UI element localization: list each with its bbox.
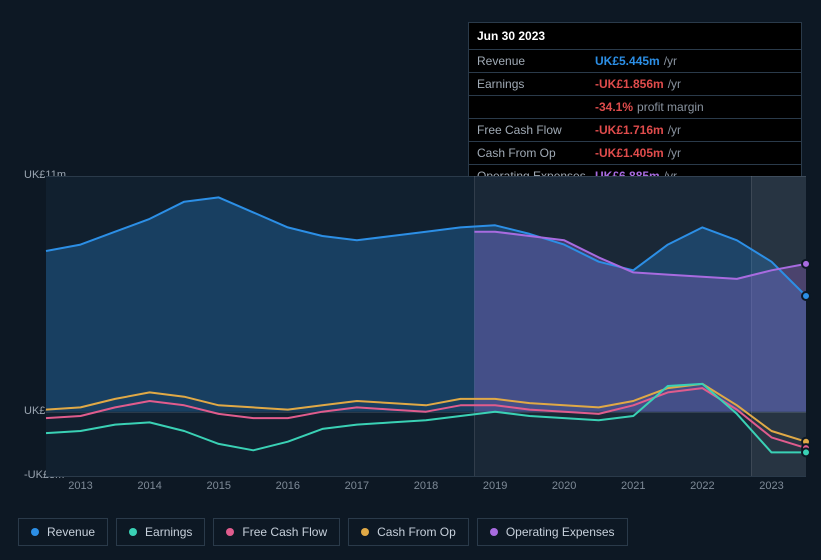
tooltip-suffix: /yr <box>668 123 681 137</box>
gridline <box>46 476 806 477</box>
x-axis-label: 2020 <box>552 480 576 492</box>
legend-label: Operating Expenses <box>506 525 615 539</box>
chart[interactable]: UK£11mUK£0-UK£3m 20132014201520162017201… <box>18 158 806 518</box>
x-axis-label: 2023 <box>759 480 783 492</box>
tooltip-date: Jun 30 2023 <box>469 23 801 50</box>
tooltip-row: Free Cash Flow-UK£1.716m/yr <box>469 119 801 142</box>
tooltip-label: Revenue <box>477 54 595 68</box>
legend: Revenue Earnings Free Cash Flow Cash From O… <box>18 518 628 546</box>
x-axis-label: 2022 <box>690 480 714 492</box>
tooltip-sublabel: profit margin <box>637 100 704 114</box>
legend-dot-icon <box>31 528 39 536</box>
x-axis: 2013 2014 2015 2016 2017 2018 2019 2020 2021 2022… <box>46 480 806 498</box>
tooltip-row: Earnings-UK£1.856m/yr <box>469 73 801 96</box>
legend-dot-icon <box>490 528 498 536</box>
legend-item[interactable]: Earnings <box>116 518 205 546</box>
x-axis-label: 2015 <box>206 480 230 492</box>
x-axis-label: 2021 <box>621 480 645 492</box>
tooltip-value: -UK£1.716m <box>595 123 664 137</box>
hover-marker <box>802 260 810 268</box>
x-axis-label: 2014 <box>137 480 161 492</box>
plot-area[interactable] <box>46 176 806 476</box>
tooltip-subrow: -34.1% profit margin <box>469 96 801 119</box>
hover-marker <box>802 292 810 300</box>
legend-dot-icon <box>129 528 137 536</box>
legend-item[interactable]: Cash From Op <box>348 518 469 546</box>
tooltip-suffix: /yr <box>664 54 677 68</box>
legend-item[interactable]: Free Cash Flow <box>213 518 340 546</box>
x-axis-label: 2013 <box>68 480 92 492</box>
legend-item[interactable]: Operating Expenses <box>477 518 628 546</box>
tooltip-row: RevenueUK£5.445m/yr <box>469 50 801 73</box>
x-axis-label: 2019 <box>483 480 507 492</box>
tooltip-value: UK£5.445m <box>595 54 660 68</box>
legend-item[interactable]: Revenue <box>18 518 108 546</box>
tooltip-suffix: /yr <box>668 77 681 91</box>
legend-label: Revenue <box>47 525 95 539</box>
tooltip-subvalue: -34.1% <box>595 100 633 114</box>
legend-label: Earnings <box>145 525 192 539</box>
legend-dot-icon <box>361 528 369 536</box>
tooltip-value: -UK£1.856m <box>595 77 664 91</box>
legend-dot-icon <box>226 528 234 536</box>
x-axis-label: 2017 <box>345 480 369 492</box>
legend-label: Free Cash Flow <box>242 525 327 539</box>
hover-marker <box>802 448 810 456</box>
tooltip-label: Earnings <box>477 77 595 91</box>
tooltip-label: Free Cash Flow <box>477 123 595 137</box>
legend-label: Cash From Op <box>377 525 456 539</box>
x-axis-label: 2018 <box>414 480 438 492</box>
x-axis-label: 2016 <box>276 480 300 492</box>
